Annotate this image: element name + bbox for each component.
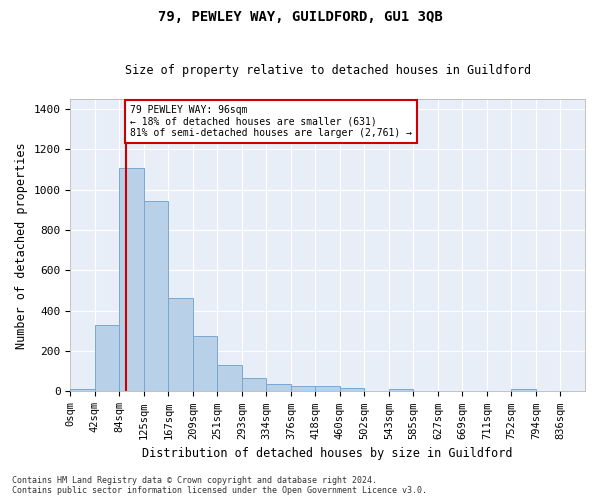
- Bar: [144, 201, 169, 392]
- Bar: [266, 384, 291, 392]
- Bar: [217, 365, 242, 392]
- Y-axis label: Number of detached properties: Number of detached properties: [15, 142, 28, 348]
- Bar: [340, 388, 364, 392]
- Bar: [242, 378, 266, 392]
- Bar: [193, 336, 217, 392]
- Bar: [389, 389, 413, 392]
- Bar: [291, 386, 316, 392]
- Text: 79, PEWLEY WAY, GUILDFORD, GU1 3QB: 79, PEWLEY WAY, GUILDFORD, GU1 3QB: [158, 10, 442, 24]
- Bar: [95, 325, 119, 392]
- Bar: [119, 168, 144, 392]
- Text: Contains HM Land Registry data © Crown copyright and database right 2024.
Contai: Contains HM Land Registry data © Crown c…: [12, 476, 427, 495]
- Bar: [511, 389, 536, 392]
- Text: 79 PEWLEY WAY: 96sqm
← 18% of detached houses are smaller (631)
81% of semi-deta: 79 PEWLEY WAY: 96sqm ← 18% of detached h…: [130, 105, 412, 138]
- Bar: [169, 298, 193, 392]
- Title: Size of property relative to detached houses in Guildford: Size of property relative to detached ho…: [125, 64, 531, 77]
- Bar: [70, 390, 95, 392]
- Bar: [316, 386, 340, 392]
- X-axis label: Distribution of detached houses by size in Guildford: Distribution of detached houses by size …: [142, 447, 513, 460]
